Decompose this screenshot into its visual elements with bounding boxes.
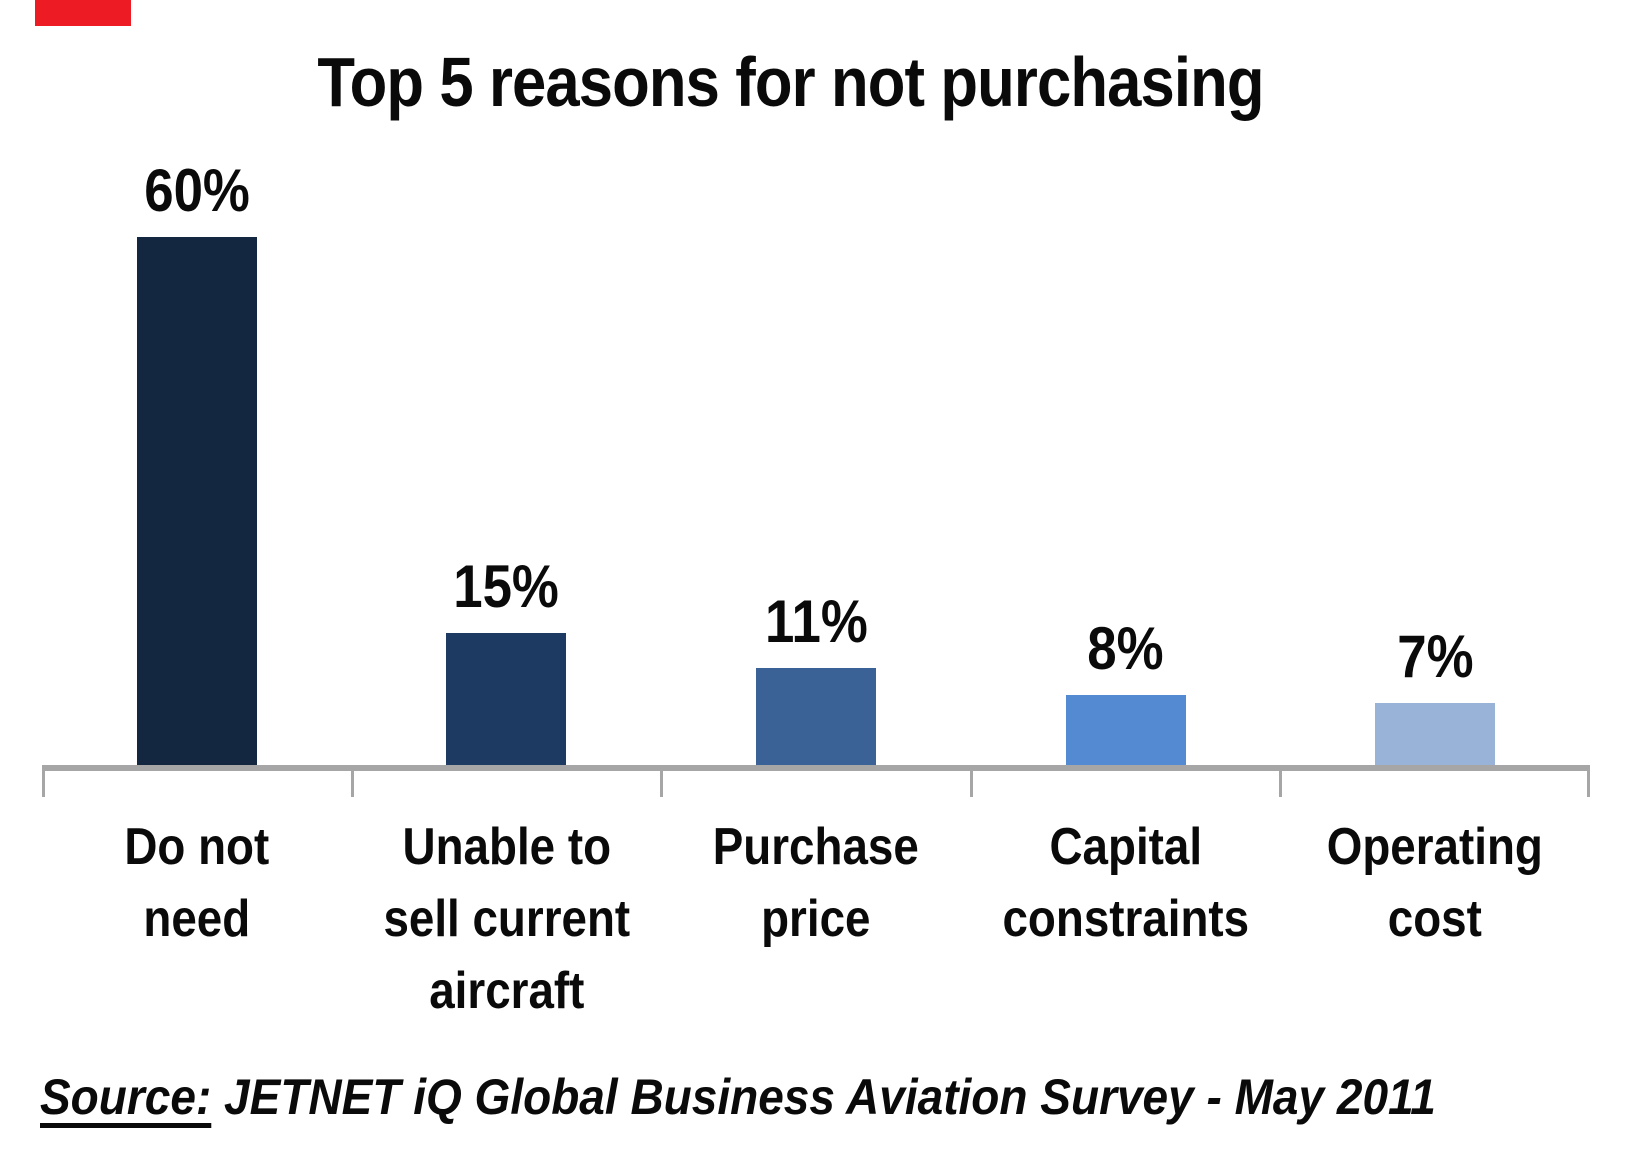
source-note: Source: JETNET iQ Global Business Aviati…: [40, 1068, 1436, 1126]
category-label-operating-cost: Operating cost: [1327, 818, 1544, 948]
bar-unable-to-sell: [446, 633, 567, 765]
axis-tick: [1279, 771, 1283, 797]
value-label-unable-to-sell: 15%: [453, 553, 560, 620]
category-label-purchase-price: Purchase price: [712, 818, 919, 948]
category-label-do-not-need: Do not need: [124, 818, 270, 948]
axis-tick: [660, 771, 664, 797]
bar-column-purchase-price: 11%: [661, 145, 971, 765]
x-axis-line: [42, 765, 1590, 771]
axis-tick: [350, 771, 354, 797]
axis-tick: [969, 771, 973, 797]
category-label-unable-to-sell: Unable to sell current aircraft: [383, 818, 630, 1020]
category-axis: Do not need Unable to sell current aircr…: [42, 797, 1590, 1027]
value-label-capital-constraints: 8%: [1087, 615, 1164, 682]
bar-do-not-need: [136, 237, 257, 765]
plot-area: 60% 15% 11% 8% 7%: [42, 145, 1590, 765]
bar-column-do-not-need: 60%: [42, 145, 352, 765]
source-label: Source:: [40, 1069, 212, 1125]
value-label-operating-cost: 7%: [1397, 623, 1474, 690]
bar-purchase-price: [755, 668, 876, 765]
bar-column-unable-to-sell: 15%: [352, 145, 662, 765]
value-label-do-not-need: 60%: [143, 157, 250, 224]
axis-tick: [1587, 771, 1590, 797]
source-text: JETNET iQ Global Business Aviation Surve…: [211, 1069, 1436, 1125]
bar-capital-constraints: [1065, 695, 1186, 765]
value-label-purchase-price: 11%: [764, 588, 868, 655]
x-axis-ticks: [42, 771, 1590, 797]
axis-tick: [42, 771, 45, 797]
category-label-capital-constraints: Capital constraints: [1002, 818, 1249, 948]
red-accent-shape: [35, 0, 131, 26]
bar-operating-cost: [1375, 703, 1496, 765]
bar-column-capital-constraints: 8%: [971, 145, 1281, 765]
chart-title: Top 5 reasons for not purchasing: [317, 43, 1264, 121]
bar-column-operating-cost: 7%: [1280, 145, 1590, 765]
